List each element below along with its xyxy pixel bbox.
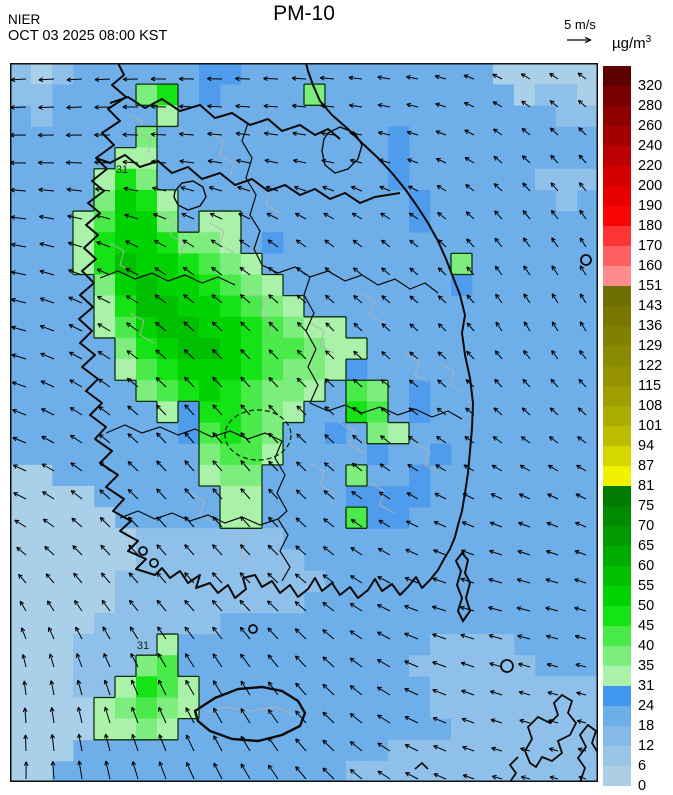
colorbar-cell <box>603 586 631 606</box>
wind-vector-arrows <box>10 72 587 781</box>
colorbar-cell <box>603 606 631 626</box>
colorbar-cell <box>603 286 631 306</box>
colorbar-cell <box>603 706 631 726</box>
colorbar-tick-label: 240 <box>638 138 663 154</box>
colorbar-tick-label: 87 <box>638 458 655 474</box>
colorbar-cell <box>603 186 631 206</box>
colorbar-cell <box>603 506 631 526</box>
colorbar-cell <box>603 366 631 386</box>
colorbar-cell <box>603 126 631 146</box>
pm10-map: 31 31 <box>10 63 598 782</box>
contour-label: 31 <box>137 640 149 652</box>
colorbar-tick-label: 160 <box>638 258 663 274</box>
colorbar-tick-label: 151 <box>638 278 663 294</box>
wind-scale-arrow-icon <box>567 36 592 44</box>
colorbar-tick-label: 170 <box>638 238 663 254</box>
colorbar-cell <box>603 746 631 766</box>
colorbar-cell <box>603 346 631 366</box>
colorbar-tick-label: 45 <box>638 618 655 634</box>
colorbar-tick-label: 70 <box>638 518 655 534</box>
units-label: µg/m3 <box>612 34 652 52</box>
agency-label: NIER <box>8 12 41 27</box>
colorbar-cell <box>603 206 631 226</box>
colorbar-tick-label: 35 <box>638 658 655 674</box>
colorbar-cell <box>603 326 631 346</box>
colorbar-cell <box>603 166 631 186</box>
colorbar-tick-label: 24 <box>638 698 655 714</box>
colorbar-tick-label: 143 <box>638 298 663 314</box>
colorbar-cell <box>603 106 631 126</box>
colorbar-cell <box>603 66 631 86</box>
colorbar-tick-label: 180 <box>638 218 663 234</box>
colorbar-cell <box>603 146 631 166</box>
colorbar-tick-label: 129 <box>638 338 663 354</box>
colorbar-tick-label: 101 <box>638 418 663 434</box>
colorbar-cell <box>603 246 631 266</box>
colorbar-tick-label: 75 <box>638 498 655 514</box>
colorbar-cell <box>603 466 631 486</box>
colorbar-tick-label: 94 <box>638 438 655 454</box>
colorbar-tick-label: 12 <box>638 738 655 754</box>
colorbar-cell <box>603 546 631 566</box>
colorbar-tick-label: 320 <box>638 78 663 94</box>
colorbar-tick-label: 122 <box>638 358 663 374</box>
colorbar-cell <box>603 86 631 106</box>
colorbar-cell <box>603 666 631 686</box>
colorbar-cell <box>603 226 631 246</box>
colorbar-tick-label: 6 <box>638 758 647 774</box>
colorbar <box>603 66 631 786</box>
colorbar-cell <box>603 386 631 406</box>
colorbar-tick-label: 55 <box>638 578 655 594</box>
colorbar-tick-label: 50 <box>638 598 655 614</box>
colorbar-cell <box>603 626 631 646</box>
colorbar-cell <box>603 446 631 466</box>
colorbar-cell <box>603 486 631 506</box>
contour-label: 31 <box>116 164 128 176</box>
colorbar-tick-label: 31 <box>638 678 655 694</box>
colorbar-tick-label: 0 <box>638 778 647 794</box>
colorbar-cell <box>603 266 631 286</box>
colorbar-tick-label: 40 <box>638 638 655 654</box>
wind-scale-label: 5 m/s <box>564 17 596 32</box>
colorbar-cell <box>603 566 631 586</box>
colorbar-tick-label: 136 <box>638 318 663 334</box>
colorbar-cell <box>603 726 631 746</box>
colorbar-tick-label: 260 <box>638 118 663 134</box>
colorbar-cell <box>603 306 631 326</box>
colorbar-cell <box>603 426 631 446</box>
colorbar-tick-label: 81 <box>638 478 655 494</box>
colorbar-tick-label: 220 <box>638 158 663 174</box>
colorbar-tick-label: 280 <box>638 98 663 114</box>
colorbar-tick-label: 190 <box>638 198 663 214</box>
colorbar-cell <box>603 406 631 426</box>
timestamp: OCT 03 2025 08:00 KST <box>8 28 168 44</box>
colorbar-cell <box>603 766 631 786</box>
colorbar-tick-label: 108 <box>638 398 663 414</box>
page-title: PM-10 <box>273 2 335 25</box>
colorbar-cell <box>603 646 631 666</box>
colorbar-tick-label: 60 <box>638 558 655 574</box>
colorbar-tick-label: 18 <box>638 718 655 734</box>
colorbar-cell <box>603 526 631 546</box>
colorbar-tick-label: 200 <box>638 178 663 194</box>
colorbar-tick-label: 65 <box>638 538 655 554</box>
colorbar-tick-label: 115 <box>638 378 662 394</box>
colorbar-cell <box>603 686 631 706</box>
